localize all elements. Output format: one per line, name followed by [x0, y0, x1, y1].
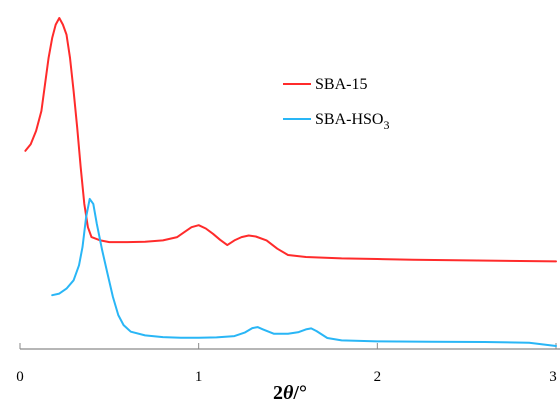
series-line-sba-15: [24, 17, 557, 263]
series-group: [24, 17, 557, 347]
x-axis-label: 2θ/°: [273, 382, 307, 403]
x-tick-label-3: 3: [549, 369, 557, 385]
legend-label-sba-15: SBA-15: [315, 76, 367, 93]
x-tick-label-0: 0: [16, 369, 24, 385]
legend: SBA-15 SBA-HSO3: [283, 76, 389, 132]
legend-item-sba-hso3: SBA-HSO3: [283, 111, 389, 132]
legend-item-sba-15: SBA-15: [283, 76, 367, 93]
legend-label-sba-hso3: SBA-HSO3: [315, 111, 389, 132]
x-tick-label-1: 1: [195, 369, 203, 385]
series-line-sba-hso3: [51, 197, 557, 347]
x-tick-label-2: 2: [374, 369, 382, 385]
